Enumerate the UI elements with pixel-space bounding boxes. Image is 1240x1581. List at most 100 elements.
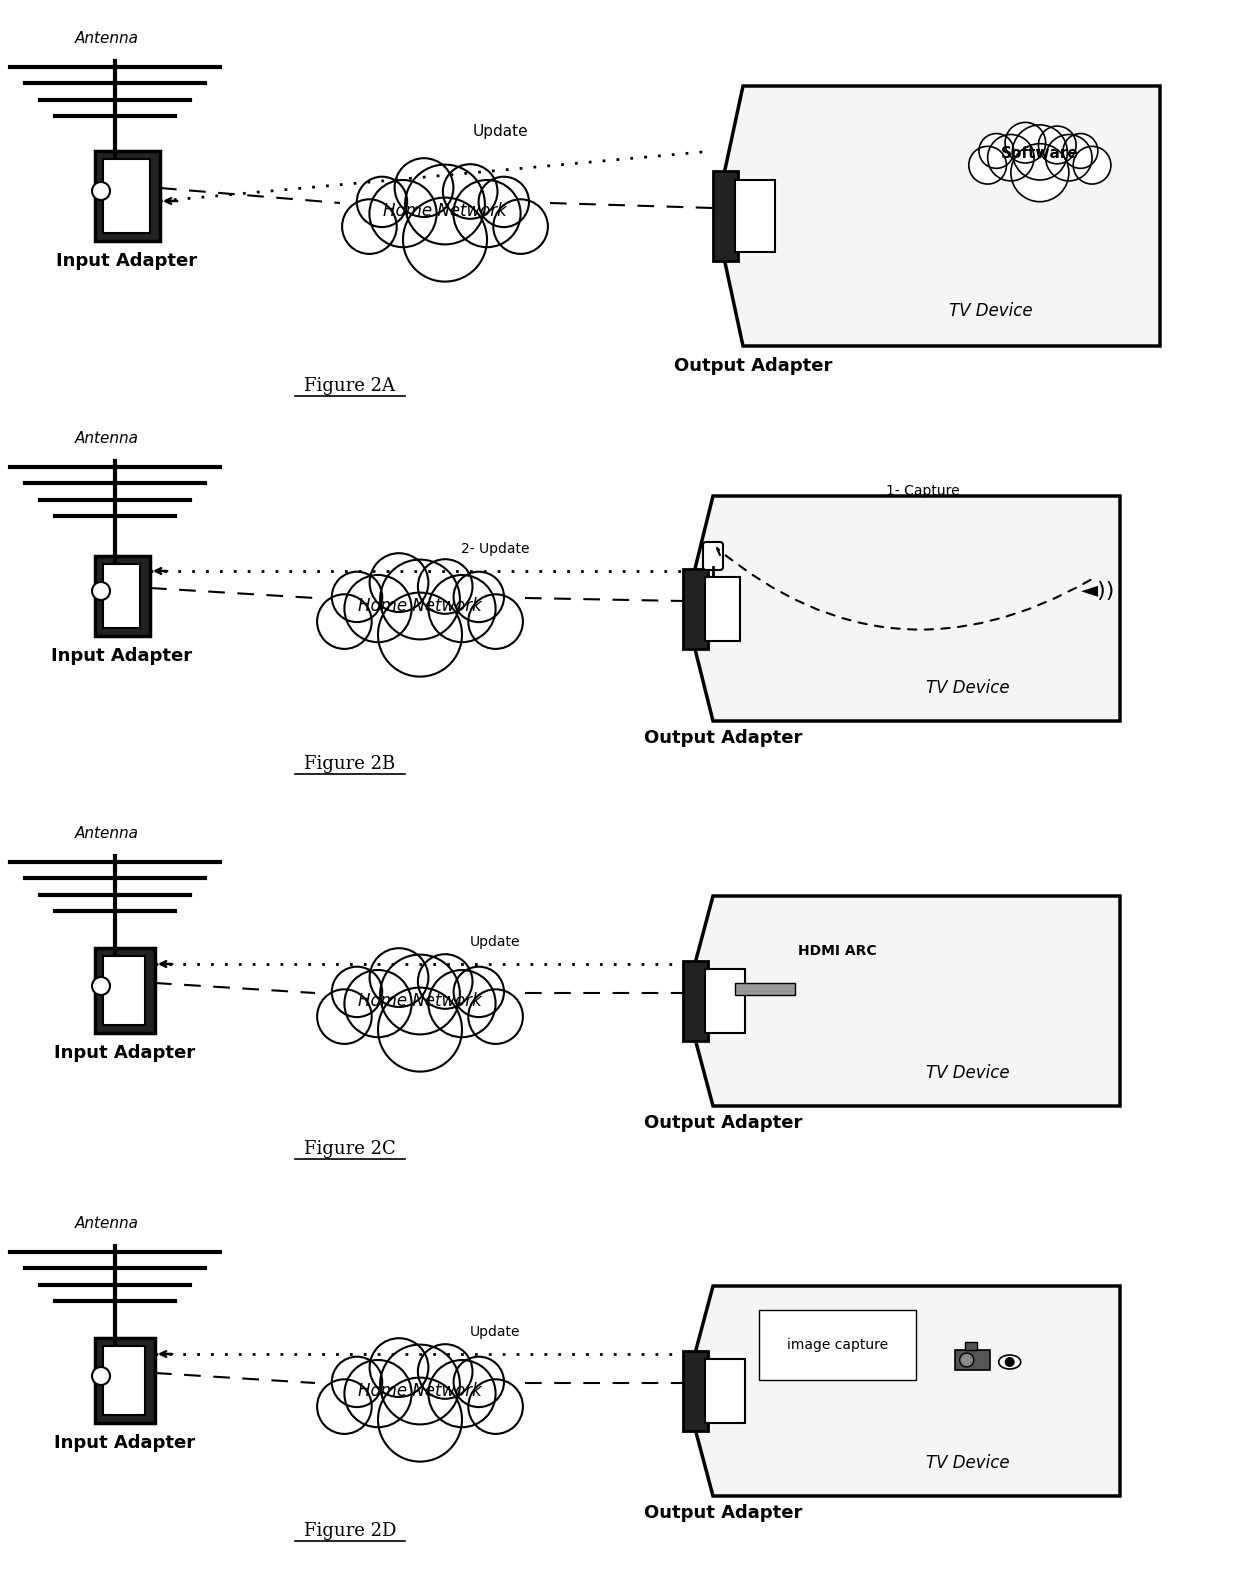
Circle shape: [332, 572, 382, 621]
Bar: [955, 1350, 990, 1371]
Circle shape: [1073, 147, 1111, 183]
Circle shape: [370, 180, 436, 247]
Ellipse shape: [998, 1355, 1021, 1369]
Circle shape: [332, 1356, 382, 1407]
Circle shape: [378, 1377, 463, 1461]
Text: TV Device: TV Device: [926, 1064, 1009, 1081]
Text: Figure 2A: Figure 2A: [305, 376, 396, 395]
FancyArrowPatch shape: [717, 549, 1091, 629]
Text: image capture: image capture: [786, 1338, 888, 1352]
Text: Antenna: Antenna: [74, 1216, 139, 1232]
Text: Home Network: Home Network: [383, 202, 507, 220]
Text: Output Adapter: Output Adapter: [673, 357, 832, 375]
Circle shape: [454, 1356, 503, 1407]
Circle shape: [479, 177, 529, 228]
Circle shape: [92, 182, 110, 201]
Bar: [735, 983, 795, 994]
Circle shape: [381, 955, 460, 1034]
Circle shape: [428, 575, 496, 642]
Circle shape: [357, 177, 407, 228]
Circle shape: [443, 164, 497, 218]
FancyBboxPatch shape: [965, 1342, 977, 1350]
Circle shape: [1004, 1356, 1014, 1368]
Circle shape: [332, 966, 382, 1017]
Text: Output Adapter: Output Adapter: [644, 729, 802, 746]
Text: ◄)): ◄)): [1081, 580, 1115, 601]
Text: Home Network: Home Network: [358, 1382, 482, 1401]
Bar: [683, 1352, 708, 1431]
Circle shape: [418, 955, 472, 1009]
Bar: [706, 1360, 745, 1423]
Bar: [683, 961, 708, 1040]
Text: HDMI ARC: HDMI ARC: [797, 944, 877, 958]
Bar: [706, 577, 740, 640]
Text: TV Device: TV Device: [926, 678, 1009, 697]
Polygon shape: [684, 496, 1120, 721]
Circle shape: [469, 1379, 523, 1434]
Text: Input Adapter: Input Adapter: [57, 251, 197, 270]
Text: Output Adapter: Output Adapter: [644, 1504, 802, 1523]
Circle shape: [345, 1360, 412, 1428]
Bar: [103, 1345, 145, 1415]
Polygon shape: [684, 896, 1120, 1107]
Circle shape: [978, 133, 1014, 168]
Text: Home Network: Home Network: [358, 598, 482, 615]
Circle shape: [469, 990, 523, 1043]
Text: 1- Capture: 1- Capture: [887, 484, 960, 498]
Text: Input Adapter: Input Adapter: [55, 1043, 196, 1062]
Circle shape: [378, 593, 463, 677]
Polygon shape: [715, 85, 1159, 346]
Circle shape: [345, 971, 412, 1037]
Circle shape: [1038, 126, 1076, 164]
Circle shape: [1063, 133, 1097, 168]
Bar: [735, 180, 775, 251]
Circle shape: [370, 1338, 428, 1398]
Bar: [95, 1338, 155, 1423]
Text: Antenna: Antenna: [74, 32, 139, 46]
Text: Software: Software: [1001, 145, 1079, 161]
Bar: [95, 949, 155, 1032]
Text: Update: Update: [470, 934, 521, 949]
Circle shape: [370, 949, 428, 1007]
Circle shape: [1045, 134, 1092, 180]
Text: Input Adapter: Input Adapter: [51, 647, 192, 666]
Circle shape: [428, 971, 496, 1037]
Circle shape: [317, 990, 372, 1043]
Circle shape: [1012, 125, 1068, 180]
Bar: [95, 557, 150, 636]
Text: TV Device: TV Device: [926, 1455, 1009, 1472]
Circle shape: [92, 977, 110, 994]
Circle shape: [378, 988, 463, 1072]
Circle shape: [418, 560, 472, 613]
Circle shape: [381, 560, 460, 639]
Circle shape: [370, 553, 428, 612]
Text: Home Network: Home Network: [358, 991, 482, 1010]
Circle shape: [960, 1353, 973, 1368]
Text: Figure 2B: Figure 2B: [304, 756, 396, 773]
Circle shape: [394, 158, 454, 217]
Circle shape: [987, 134, 1034, 180]
Text: Figure 2C: Figure 2C: [304, 1140, 396, 1157]
Bar: [683, 569, 708, 648]
Circle shape: [968, 147, 1007, 183]
Circle shape: [405, 164, 485, 245]
Circle shape: [403, 198, 487, 281]
Circle shape: [381, 1344, 460, 1424]
FancyBboxPatch shape: [703, 542, 723, 571]
Circle shape: [345, 575, 412, 642]
Text: Antenna: Antenna: [74, 825, 139, 841]
Circle shape: [1011, 144, 1069, 202]
Circle shape: [454, 180, 521, 247]
Circle shape: [454, 966, 503, 1017]
Bar: [713, 171, 738, 261]
Text: Input Adapter: Input Adapter: [55, 1434, 196, 1451]
Text: Update: Update: [470, 1325, 521, 1339]
Text: 2- Update: 2- Update: [461, 542, 529, 557]
Bar: [103, 957, 145, 1024]
Polygon shape: [684, 1285, 1120, 1496]
Circle shape: [469, 594, 523, 648]
Circle shape: [1006, 122, 1045, 163]
Text: Update: Update: [472, 123, 528, 139]
Circle shape: [494, 199, 548, 255]
Circle shape: [317, 594, 372, 648]
